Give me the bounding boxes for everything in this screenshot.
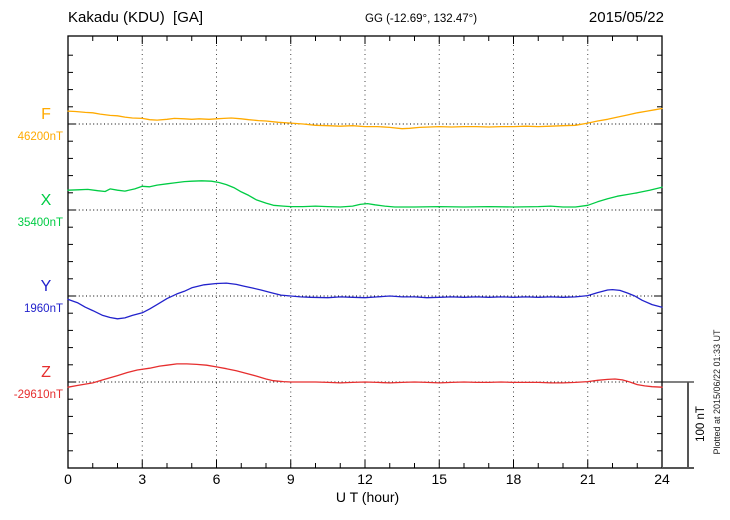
plotted-at-note: Plotted at 2015/06/22 01:33 UT <box>712 329 722 455</box>
station-title: Kakadu (KDU) [GA] <box>68 9 204 26</box>
component-baseline-value-Y: 1960nT <box>23 303 63 315</box>
x-tick-label-15: 15 <box>431 471 448 487</box>
component-label-F: F <box>41 106 51 123</box>
x-tick-label-18: 18 <box>505 471 522 487</box>
x-tick-label-3: 3 <box>138 471 147 487</box>
component-baseline-value-X: 35400nT <box>17 217 63 229</box>
component-label-X: X <box>40 192 52 209</box>
trace-X <box>67 180 663 208</box>
trace-F <box>67 107 663 130</box>
x-tick-label-24: 24 <box>654 471 670 487</box>
x-axis-title: U T (hour) <box>335 489 400 505</box>
component-label-Y: Y <box>40 278 52 295</box>
scale-bar-label: 100 nT <box>695 406 707 442</box>
component-label-Z: Z <box>41 364 51 381</box>
x-tick-label-21: 21 <box>579 471 596 487</box>
plot-date: 2015/05/22 <box>588 9 664 26</box>
component-baseline-value-Z: -29610nT <box>13 389 63 401</box>
trace-Y <box>67 282 663 320</box>
x-tick-label-12: 12 <box>357 471 373 487</box>
x-tick-label-6: 6 <box>212 471 221 487</box>
trace-Z <box>67 363 663 388</box>
component-baseline-value-F: 46200nT <box>17 131 63 143</box>
x-tick-label-9: 9 <box>286 471 295 487</box>
geo-coords-label: GG (-12.69°, 132.47°) <box>365 13 478 25</box>
x-tick-label-0: 0 <box>64 471 72 487</box>
